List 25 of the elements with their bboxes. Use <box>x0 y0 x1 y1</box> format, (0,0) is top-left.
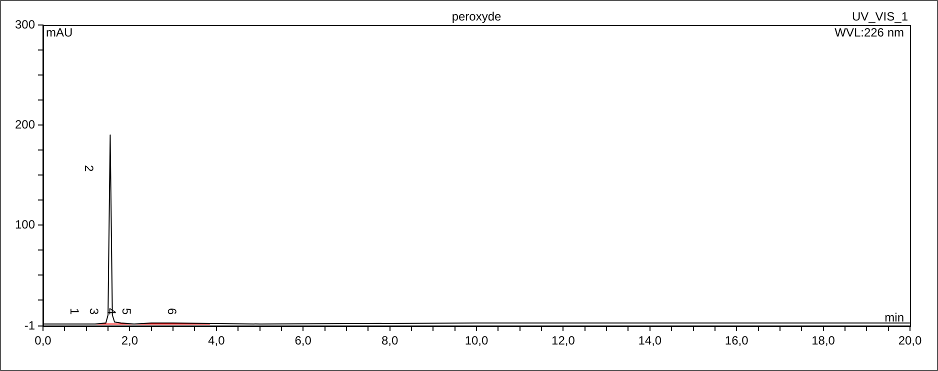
y-tick-label: 100 <box>14 217 36 232</box>
y-tick-label: 200 <box>14 117 36 132</box>
x-tick-label: 6,0 <box>294 334 312 348</box>
y-axis-title: mAU <box>46 25 73 40</box>
x-axis-title: min <box>884 310 904 324</box>
y-tick-label: 300 <box>14 17 36 32</box>
chart-title: peroxyde <box>452 9 502 24</box>
x-tick-label: 14,0 <box>638 334 662 348</box>
annotation: 6 <box>165 308 180 315</box>
x-tick-label: 10,0 <box>464 334 488 348</box>
x-tick-label: 16,0 <box>724 334 749 348</box>
annotation: 3 <box>87 308 102 315</box>
x-tick-label: 4,0 <box>208 334 226 348</box>
x-tick-label: 8,0 <box>381 334 398 348</box>
annotation: 1 <box>68 308 82 315</box>
x-tick-label: 0,0 <box>34 334 52 348</box>
x-tick-label: 12,0 <box>552 334 576 348</box>
annotation: 2 <box>82 165 96 172</box>
y-tick-label: -1 <box>24 318 36 332</box>
annotation: WVL:226 nm <box>834 25 904 40</box>
x-tick-label: 2,0 <box>121 334 138 348</box>
x-tick-label: 18,0 <box>812 334 836 348</box>
chart-subtitle: UV_VIS_1 <box>852 9 908 24</box>
annotation: 5 <box>120 308 134 315</box>
x-tick-label: 20,0 <box>898 334 922 348</box>
